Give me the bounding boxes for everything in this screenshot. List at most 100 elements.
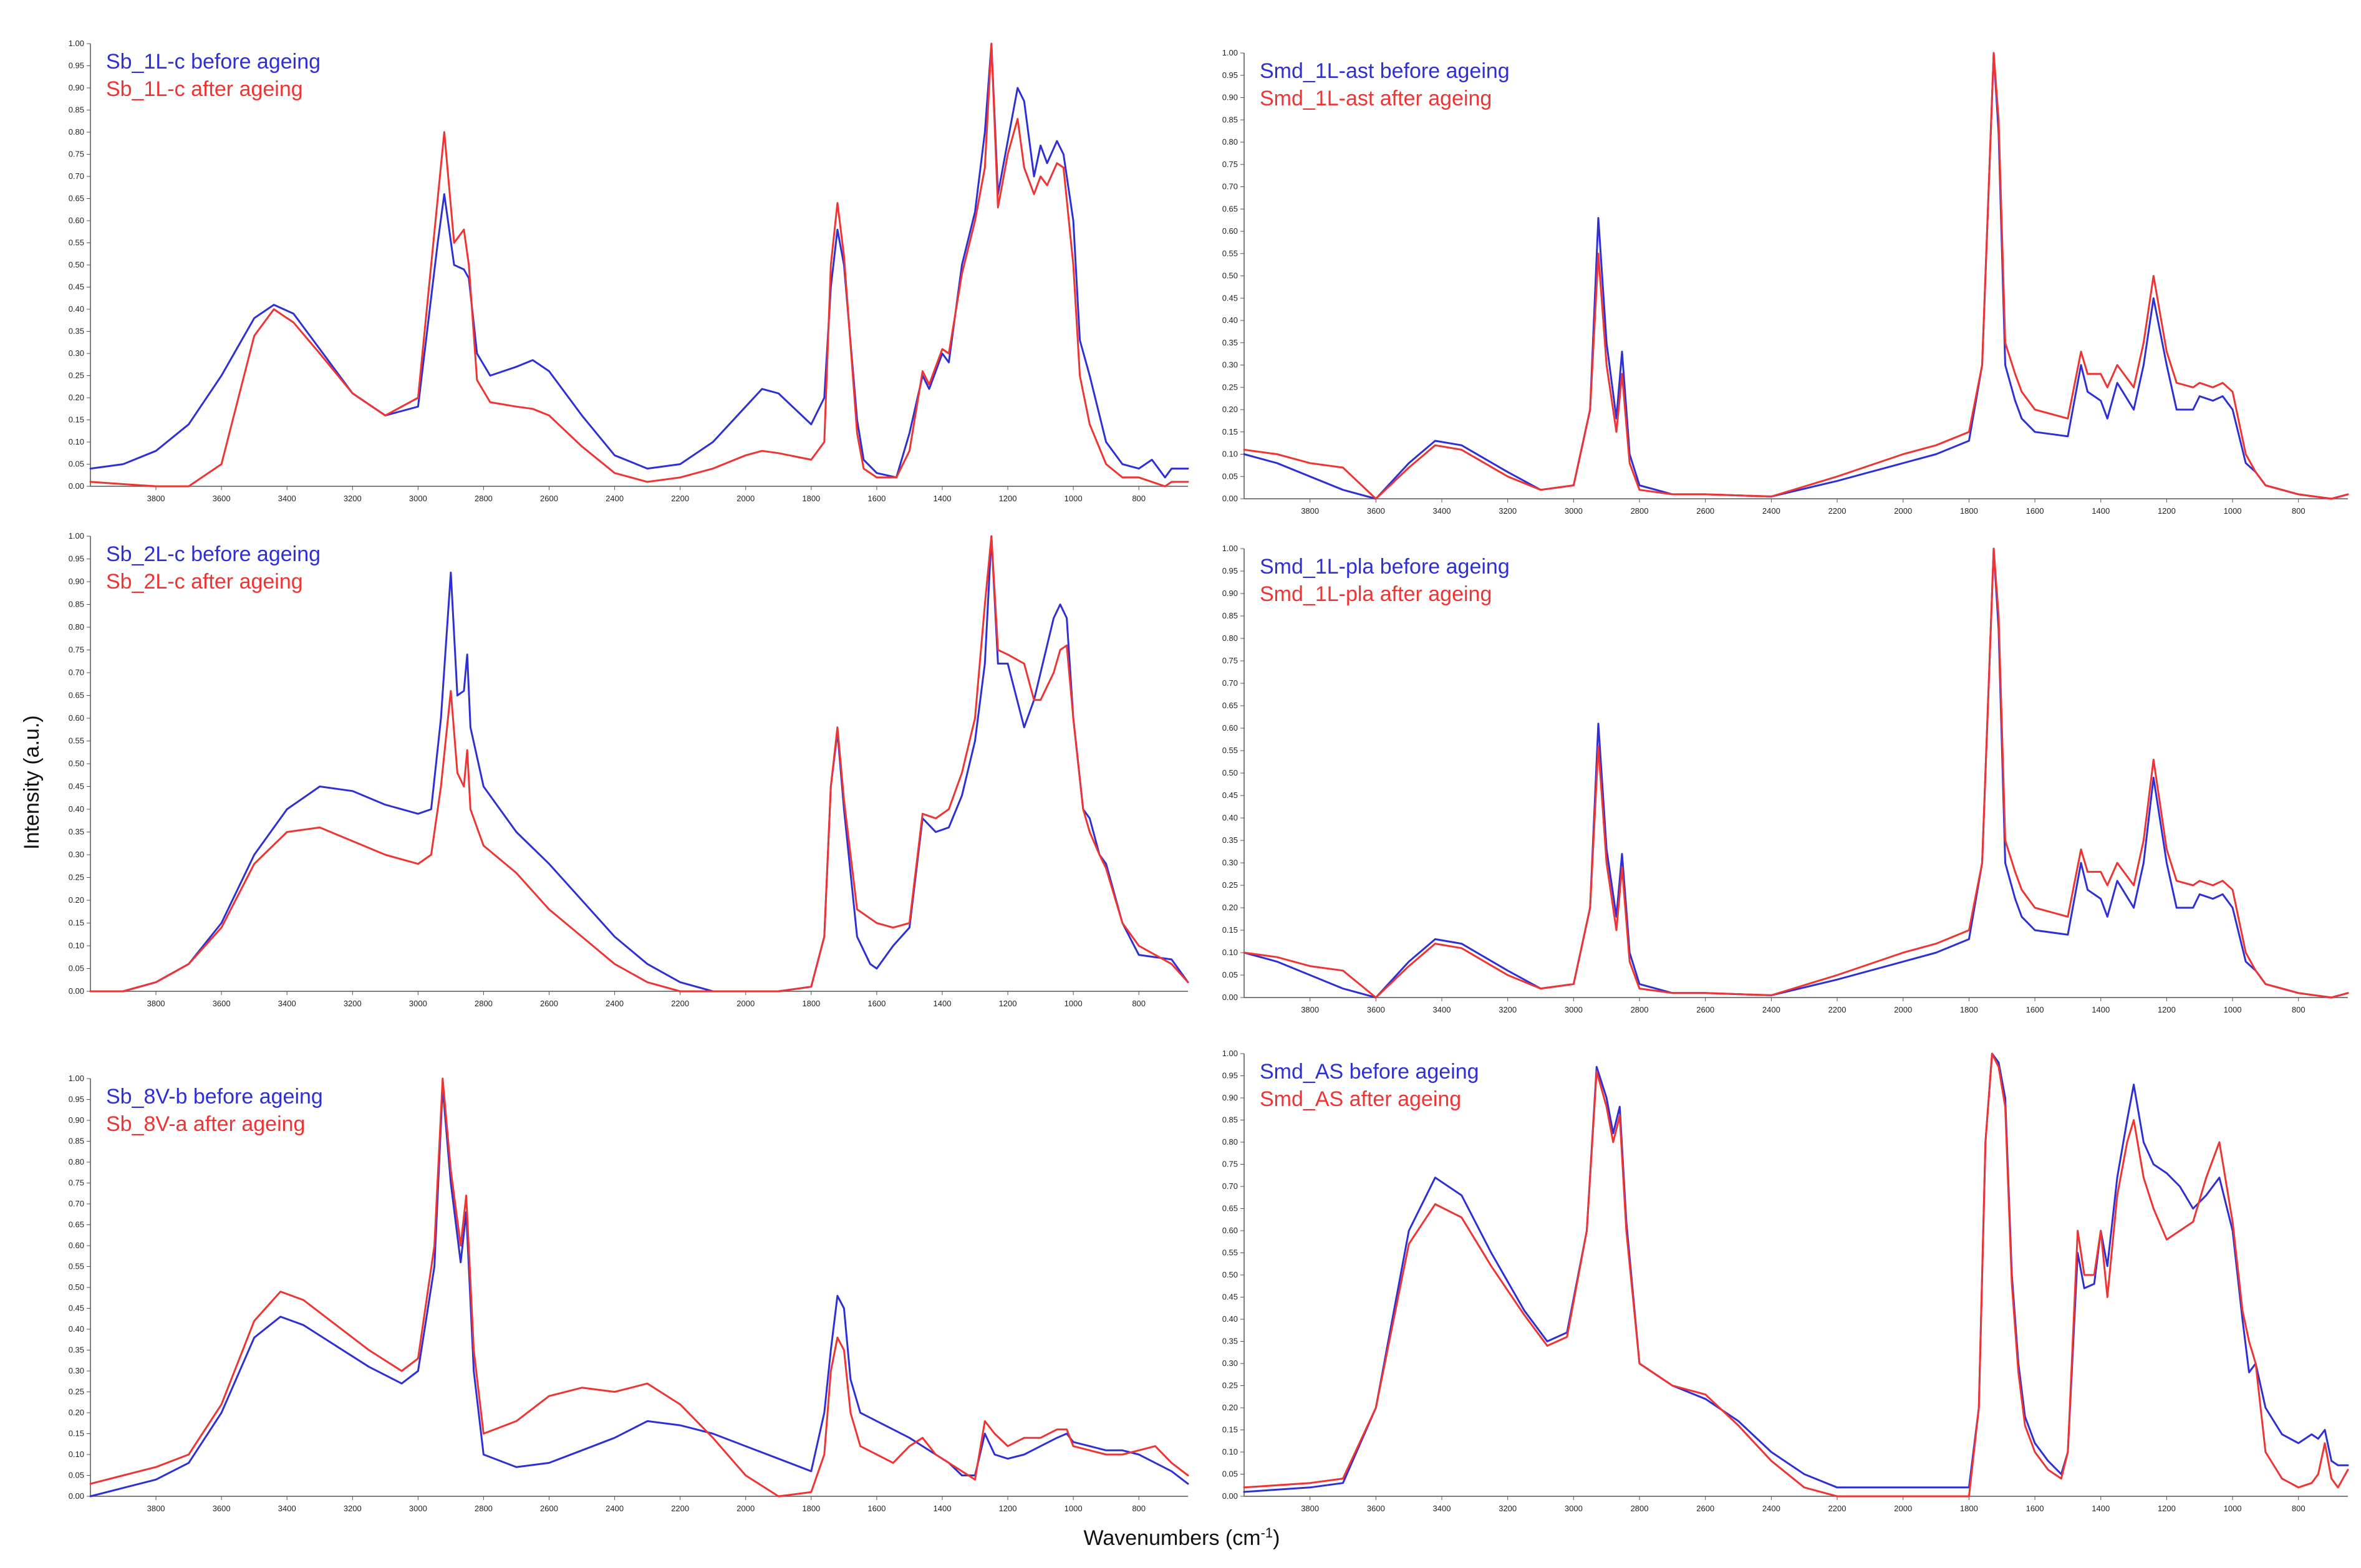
y-tick-label: 0.55 (69, 736, 84, 746)
x-tick-label: 1800 (802, 999, 820, 1008)
y-tick-label: 0.90 (69, 1115, 84, 1125)
y-tick-label: 0.10 (1222, 1447, 1238, 1456)
x-tick-label: 2400 (1762, 1504, 1780, 1513)
y-tick-label: 0.85 (69, 1137, 84, 1146)
x-tick-label: 1000 (1065, 494, 1083, 503)
y-tick-label: 0.80 (1222, 633, 1238, 643)
x-tick-label: 3400 (1433, 1005, 1451, 1014)
x-tick-label: 1600 (2026, 506, 2044, 516)
y-tick-label: 0.25 (1222, 382, 1238, 392)
x-tick-label: 800 (2292, 1005, 2305, 1014)
panels: 0.00 0.05 0.10 0.15 0.20 0.25 0.30 0.35 0.40 0.45… (69, 39, 2349, 1513)
y-tick-label: 0.45 (69, 1304, 84, 1313)
x-tick-label: 3800 (147, 1504, 165, 1513)
y-tick-label: 1.00 (1222, 48, 1238, 57)
y-tick-label: 0.25 (1222, 1381, 1238, 1390)
y-tick-label: 0.60 (1222, 226, 1238, 236)
x-tick-label: 2000 (1894, 1504, 1912, 1513)
x-tick-label: 2600 (1696, 1005, 1714, 1014)
x-tick-label: 3200 (344, 999, 362, 1008)
y-tick-label: 0.90 (1222, 1093, 1238, 1102)
y-tick-label: 0.75 (1222, 656, 1238, 665)
x-tick-label: 2400 (1762, 1005, 1780, 1014)
y-tick-label: 0.30 (69, 850, 84, 859)
x-tick-label: 2200 (1828, 1504, 1847, 1513)
x-tick-label: 3800 (1301, 1504, 1319, 1513)
x-tick-label: 1200 (999, 999, 1017, 1008)
y-tick-label: 0.65 (69, 1220, 84, 1229)
y-tick-label: 0.40 (69, 304, 84, 314)
x-tick-label: 2600 (540, 999, 558, 1008)
y-tick-label: 0.85 (1222, 115, 1238, 124)
x-tick-label: 800 (1132, 1504, 1146, 1513)
x-tick-label: 800 (1132, 494, 1146, 503)
y-tick-label: 0.10 (1222, 450, 1238, 459)
x-tick-label: 1000 (1065, 1504, 1083, 1513)
y-tick-label: 0.35 (69, 327, 84, 336)
x-tick-label: 1000 (2224, 1504, 2242, 1513)
y-tick-label: 0.25 (1222, 880, 1238, 890)
y-tick-label: 0.45 (1222, 791, 1238, 800)
series-line-after (89, 535, 1189, 993)
x-tick-label: 3600 (1367, 1504, 1385, 1513)
y-tick-label: 0.85 (69, 105, 84, 115)
x-axis-title-sup: -1 (1261, 1525, 1273, 1541)
x-tick-label: 1800 (1960, 1005, 1978, 1014)
x-tick-label: 3800 (1301, 506, 1319, 516)
y-tick-label: 0.50 (1222, 768, 1238, 777)
y-tick-label: 0.30 (1222, 1359, 1238, 1368)
x-tick-label: 2400 (606, 494, 624, 503)
legend-before: Sb_2L-c before ageing (106, 542, 321, 566)
y-tick-label: 0.20 (1222, 1403, 1238, 1412)
x-tick-label: 3600 (213, 494, 231, 503)
chart-panel: 0.00 0.05 0.10 0.15 0.20 0.25 0.30 0.35 0.40 0.45… (1222, 1049, 2349, 1513)
y-tick-label: 0.40 (1222, 813, 1238, 822)
y-tick-label: 0.75 (1222, 160, 1238, 169)
chart-panel: 0.00 0.05 0.10 0.15 0.20 0.25 0.30 0.35 0.40 0.45… (69, 1074, 1189, 1513)
y-tick-label: 0.80 (69, 1157, 84, 1166)
x-tick-label: 3200 (344, 494, 362, 503)
series-line-before (89, 1085, 1189, 1498)
x-tick-label: 3200 (1499, 506, 1517, 516)
y-tick-label: 0.60 (69, 216, 84, 225)
x-tick-label: 2000 (736, 494, 755, 503)
x-tick-label: 3000 (409, 999, 427, 1008)
y-tick-label: 0.20 (69, 393, 84, 402)
x-tick-label: 2400 (606, 999, 624, 1008)
series-line-before (89, 535, 1189, 993)
y-tick-label: 0.95 (1222, 566, 1238, 575)
legend-after: Sb_1L-c after ageing (106, 77, 303, 101)
x-tick-label: 1400 (2092, 506, 2110, 516)
legend-after: Sb_8V-a after ageing (106, 1112, 305, 1136)
x-tick-label: 2200 (671, 999, 689, 1008)
y-tick-label: 0.35 (69, 827, 84, 837)
y-tick-label: 0.20 (69, 1408, 84, 1417)
x-tick-label: 3200 (1499, 1005, 1517, 1014)
x-tick-label: 3800 (1301, 1005, 1319, 1014)
x-tick-label: 800 (1132, 999, 1146, 1008)
x-tick-label: 2800 (475, 494, 493, 503)
y-tick-label: 0.05 (1222, 471, 1238, 481)
x-tick-label: 1400 (934, 1504, 952, 1513)
y-tick-label: 1.00 (1222, 1049, 1238, 1058)
y-tick-label: 0.40 (69, 1324, 84, 1334)
x-tick-label: 2600 (540, 494, 558, 503)
x-tick-label: 2600 (1696, 506, 1714, 516)
y-tick-label: 0.90 (69, 83, 84, 92)
y-tick-label: 0.80 (69, 622, 84, 632)
x-tick-label: 3000 (1565, 506, 1583, 516)
y-tick-label: 0.75 (69, 645, 84, 655)
x-tick-label: 2200 (671, 494, 689, 503)
series-line-before (1243, 547, 2349, 999)
y-tick-label: 0.45 (1222, 1292, 1238, 1302)
legend-before: Sb_8V-b before ageing (106, 1085, 323, 1109)
y-tick-label: 0.15 (69, 415, 84, 425)
x-tick-label: 800 (2292, 1504, 2305, 1513)
y-tick-label: 0.00 (69, 986, 84, 996)
legend-before: Smd_1L-pla before ageing (1260, 555, 1510, 579)
y-tick-label: 1.00 (69, 39, 84, 48)
y-tick-label: 0.70 (1222, 182, 1238, 191)
y-tick-label: 0.45 (69, 782, 84, 791)
y-tick-label: 0.00 (1222, 494, 1238, 503)
y-tick-label: 0.55 (1222, 746, 1238, 755)
